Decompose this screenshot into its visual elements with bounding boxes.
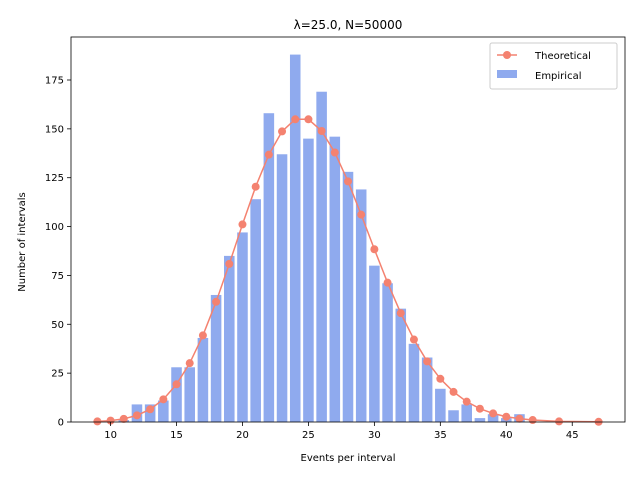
chart-title: λ=25.0, N=50000 (294, 18, 403, 32)
theoretical-point (278, 127, 287, 136)
plot-area: 10 15 20 25 30 35 40 45 0 25 50 75 100 125 150 175 Theor… (45, 36, 626, 441)
theoretical-point (515, 414, 524, 423)
theoretical-point (106, 416, 115, 425)
x-tick-label: 10 (104, 430, 117, 441)
legend-box (489, 42, 618, 90)
theoretical-point (436, 374, 445, 383)
theoretical-point (185, 359, 194, 368)
x-tick-label: 20 (236, 430, 249, 441)
empirical-bar (329, 136, 341, 422)
x-tick-label: 40 (500, 430, 513, 441)
theoretical-point (93, 417, 102, 426)
y-tick-label: 100 (45, 222, 64, 233)
theoretical-point (291, 115, 300, 124)
y-tick-label: 0 (58, 418, 64, 429)
empirical-bar (435, 388, 446, 422)
x-tick-label: 25 (302, 430, 315, 441)
theoretical-point (462, 397, 471, 406)
theoretical-point (409, 335, 418, 344)
y-tick-label: 25 (51, 369, 64, 380)
y-tick-label: 125 (45, 173, 64, 184)
theoretical-point (396, 309, 405, 318)
empirical-bar (171, 367, 182, 422)
theoretical-point (528, 416, 537, 425)
theoretical-point (449, 387, 458, 396)
theoretical-point (225, 259, 234, 268)
empirical-bar (369, 265, 380, 422)
theoretical-point (489, 409, 498, 418)
empirical-bar (184, 367, 195, 422)
legend-label-theoretical: Theoretical (534, 51, 591, 62)
theoretical-point (159, 395, 168, 404)
x-tick-label: 15 (170, 430, 183, 441)
empirical-bar (408, 343, 420, 422)
x-tick-label: 45 (566, 430, 579, 441)
x-tick-label: 30 (368, 430, 381, 441)
y-tick-label: 50 (51, 320, 64, 331)
empirical-bar (474, 418, 486, 422)
legend-label-empirical: Empirical (535, 71, 581, 82)
empirical-bar (461, 404, 472, 422)
x-tick-label: 35 (434, 430, 447, 441)
y-tick-label: 175 (45, 75, 64, 86)
theoretical-point (383, 278, 392, 287)
theoretical-point (344, 177, 352, 186)
empirical-bar (487, 414, 499, 422)
theoretical-point (555, 417, 564, 426)
theoretical-point (172, 380, 181, 389)
empirical-bar (395, 308, 407, 422)
theoretical-point (330, 148, 339, 157)
theoretical-point (502, 412, 511, 421)
empirical-bar (237, 232, 248, 422)
empirical-bar (316, 91, 327, 422)
theoretical-point (304, 115, 313, 124)
empirical-bar (276, 154, 288, 422)
empirical-bar (250, 199, 261, 422)
theoretical-point (251, 182, 260, 191)
y-tick-label: 75 (51, 271, 64, 282)
theoretical-point (423, 357, 432, 366)
empirical-bar (303, 138, 314, 422)
theoretical-point (198, 331, 207, 340)
empirical-bar (382, 283, 393, 422)
theoretical-point (264, 150, 273, 159)
legend-marker-swatch (503, 51, 511, 59)
theoretical-point (475, 404, 484, 413)
empirical-bar (263, 113, 275, 423)
theoretical-point (357, 210, 366, 219)
empirical-bar (197, 337, 209, 422)
y-tick-label: 150 (45, 124, 64, 135)
theoretical-point (146, 405, 155, 414)
theoretical-point (317, 127, 326, 136)
empirical-bar (342, 171, 354, 422)
axes-frame (70, 36, 626, 423)
x-axis-label: Events per interval (301, 453, 396, 464)
empirical-bar (355, 189, 367, 422)
theoretical-point (132, 411, 141, 420)
legend-bar-swatch (497, 70, 517, 78)
empirical-bar (210, 294, 222, 422)
theoretical-point (238, 220, 247, 229)
theoretical-point (370, 245, 379, 254)
empirical-bar (448, 410, 459, 422)
empirical-bar (158, 400, 169, 422)
theoretical-point (212, 297, 221, 306)
empirical-bar (421, 357, 433, 422)
theoretical-point (119, 414, 128, 423)
empirical-bar (289, 54, 301, 422)
empirical-bar (224, 255, 235, 422)
y-axis-label: Number of intervals (17, 192, 28, 292)
